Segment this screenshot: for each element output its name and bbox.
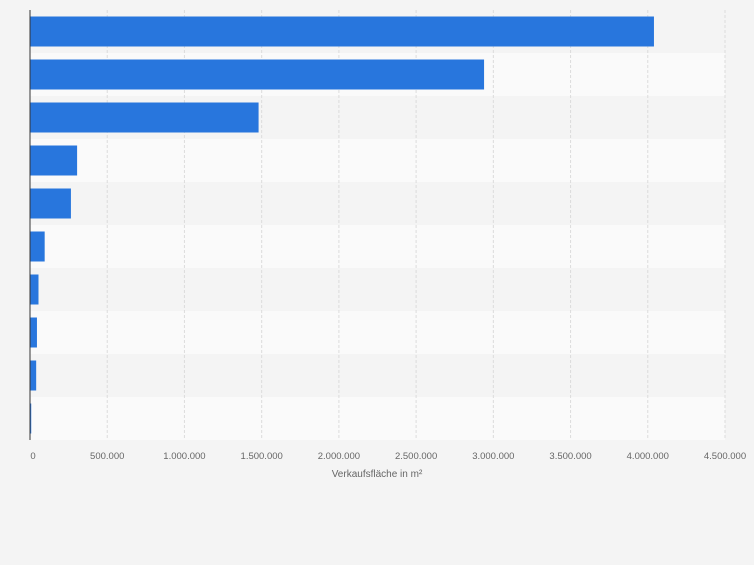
bar-8 — [30, 317, 37, 348]
bar-7 — [30, 274, 39, 305]
bar-10 — [30, 403, 32, 434]
row-band — [30, 268, 725, 311]
x-tick-label: 3.500.000 — [549, 451, 591, 462]
x-tick-label: 4.500.000 — [704, 451, 746, 462]
x-axis-label: Verkaufsfläche in m² — [332, 469, 423, 480]
bar-9 — [30, 360, 37, 391]
x-tick-label: 2.000.000 — [318, 451, 360, 462]
bar-2 — [30, 59, 485, 90]
x-tick-label: 3.000.000 — [472, 451, 514, 462]
row-band — [30, 354, 725, 397]
row-band — [30, 225, 725, 268]
bar-1 — [30, 16, 654, 47]
bar-6 — [30, 231, 45, 262]
row-band — [30, 139, 725, 182]
bars — [30, 16, 654, 434]
bar-4 — [30, 145, 78, 176]
x-tick-label: 0 — [30, 451, 35, 462]
x-tick-label: 2.500.000 — [395, 451, 437, 462]
bar-5 — [30, 188, 71, 219]
x-tick-labels: 0 500.000 1.000.000 1.500.000 2.000.000 2.500… — [30, 451, 746, 462]
x-tick-label: 1.500.000 — [241, 451, 283, 462]
x-tick-label: 500.000 — [90, 451, 124, 462]
x-tick-label: 4.000.000 — [627, 451, 669, 462]
row-band — [30, 182, 725, 225]
row-band — [30, 397, 725, 440]
x-tick-label: 1.000.000 — [163, 451, 205, 462]
row-bands — [30, 10, 725, 440]
bar-3 — [30, 102, 259, 133]
row-band — [30, 311, 725, 354]
